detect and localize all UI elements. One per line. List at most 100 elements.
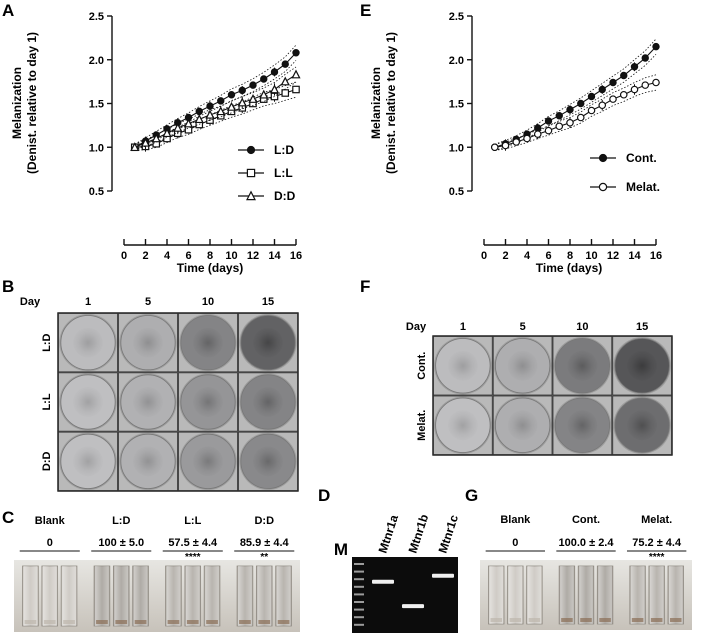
data-point xyxy=(227,91,236,99)
day-label: 1 xyxy=(85,296,91,308)
well-center xyxy=(627,350,658,381)
well-center xyxy=(193,327,223,358)
y-tick-label: 0.5 xyxy=(449,186,464,198)
data-point xyxy=(281,60,289,68)
data-point xyxy=(630,85,639,94)
well-center xyxy=(447,410,478,441)
data-point xyxy=(619,90,628,99)
data-point xyxy=(162,128,172,138)
cuvettes-photoperiod: Blank 0 L:D 100 ± 5.0 L:L 57.5 ± 4.4 **** D:D 85… xyxy=(14,515,300,632)
x-tick-label: 4 xyxy=(524,250,531,262)
day-label: 1 xyxy=(460,321,466,333)
cuvette-bottom xyxy=(509,618,522,622)
cuvette-glare xyxy=(579,566,593,624)
x-tick-label: 12 xyxy=(607,250,619,262)
gel-background xyxy=(352,557,458,633)
legend-label: Cont. xyxy=(626,151,657,165)
data-point xyxy=(576,113,585,122)
x-tick-label: 8 xyxy=(567,250,573,262)
data-point xyxy=(194,114,204,124)
row-label: Cont. xyxy=(416,352,428,380)
group-name: Blank xyxy=(35,515,66,527)
data-point xyxy=(609,78,617,87)
day-label: 5 xyxy=(145,296,151,308)
legend-marker xyxy=(598,153,608,163)
data-point xyxy=(598,101,607,110)
group-value: 85.9 ± 4.4 xyxy=(240,537,290,549)
row-label: L:L xyxy=(41,393,53,410)
cuvette-bottom xyxy=(277,620,290,624)
ladder-band xyxy=(354,585,364,588)
data-point xyxy=(490,143,499,152)
x-tick-label: 6 xyxy=(185,250,191,262)
group-value: 0 xyxy=(512,537,518,549)
panel-letter-b: B xyxy=(2,277,14,296)
well-center xyxy=(133,446,163,477)
day-label: 15 xyxy=(636,321,648,333)
legend-label: L:L xyxy=(274,166,293,180)
cuvette-glare xyxy=(95,566,109,626)
data-point xyxy=(609,95,617,103)
cuvette-glare xyxy=(257,566,272,626)
cuvette-glare xyxy=(630,566,645,624)
day-label: 5 xyxy=(520,321,526,333)
cuvette-glare xyxy=(62,566,76,626)
cuvette-bottom xyxy=(599,618,611,622)
row-label: D:D xyxy=(41,452,53,472)
cuvette-bottom xyxy=(650,618,663,622)
x-tick-label: 10 xyxy=(585,250,597,262)
data-point xyxy=(587,106,596,115)
data-point xyxy=(555,122,564,131)
lane-label: Mtnr1c xyxy=(436,513,462,555)
cuvette-glare xyxy=(114,566,129,626)
well-center xyxy=(567,410,598,441)
x-tick-label: 14 xyxy=(268,250,281,262)
group-value: 75.2 ± 4.4 xyxy=(632,537,682,549)
data-point xyxy=(523,134,531,143)
group-name: Cont. xyxy=(572,514,600,526)
cuvette-glare xyxy=(185,566,200,626)
data-point xyxy=(173,122,183,132)
legend-label: L:D xyxy=(274,143,294,157)
cuvettes-melatonin: Blank 0 Cont. 100.0 ± 2.4 Melat. 75.2 ± 4.4 **… xyxy=(480,514,692,630)
chart-a-ylabel-line1: Melanization xyxy=(10,67,24,139)
panel-letter-a: A xyxy=(2,1,14,20)
well-center xyxy=(253,446,283,477)
data-point xyxy=(238,86,246,95)
y-tick-label: 1.5 xyxy=(449,99,464,111)
y-tick-label: 1.0 xyxy=(89,142,104,154)
series-ci-band xyxy=(494,74,657,145)
data-point xyxy=(206,102,214,110)
x-tick-label: 16 xyxy=(290,250,302,262)
y-tick-label: 2.0 xyxy=(89,55,104,67)
well-center xyxy=(73,387,103,417)
cuvette-glare xyxy=(133,566,148,626)
data-point xyxy=(641,81,650,89)
data-point xyxy=(248,94,258,103)
row-label: L:D xyxy=(41,333,53,351)
legend-marker xyxy=(246,168,256,178)
well-center xyxy=(567,350,598,381)
data-point xyxy=(512,138,521,146)
well-center xyxy=(507,410,538,441)
group-name: L:L xyxy=(184,515,201,527)
data-point xyxy=(270,68,279,76)
data-point xyxy=(577,99,585,108)
cuvette-glare xyxy=(489,566,504,624)
day-label: 10 xyxy=(576,321,588,333)
y-tick-label: 0.5 xyxy=(89,186,104,198)
well-center xyxy=(73,327,103,358)
data-point xyxy=(291,69,301,79)
x-tick-label: 0 xyxy=(121,250,127,262)
ladder-band xyxy=(354,570,364,573)
data-point xyxy=(292,49,300,57)
cuvette-glare xyxy=(238,566,252,626)
data-point xyxy=(269,84,280,94)
cuvette-glare xyxy=(276,566,291,626)
lane-label: Mtnr1b xyxy=(406,513,432,555)
y-tick-label: 2.5 xyxy=(89,11,104,23)
chart-melanization-melatonin: Melanization (Denist. relative to day 1)… xyxy=(369,11,662,275)
day-header: Day xyxy=(406,321,427,333)
cuvette-bottom xyxy=(96,620,108,624)
y-tick-label: 1.5 xyxy=(89,99,104,111)
